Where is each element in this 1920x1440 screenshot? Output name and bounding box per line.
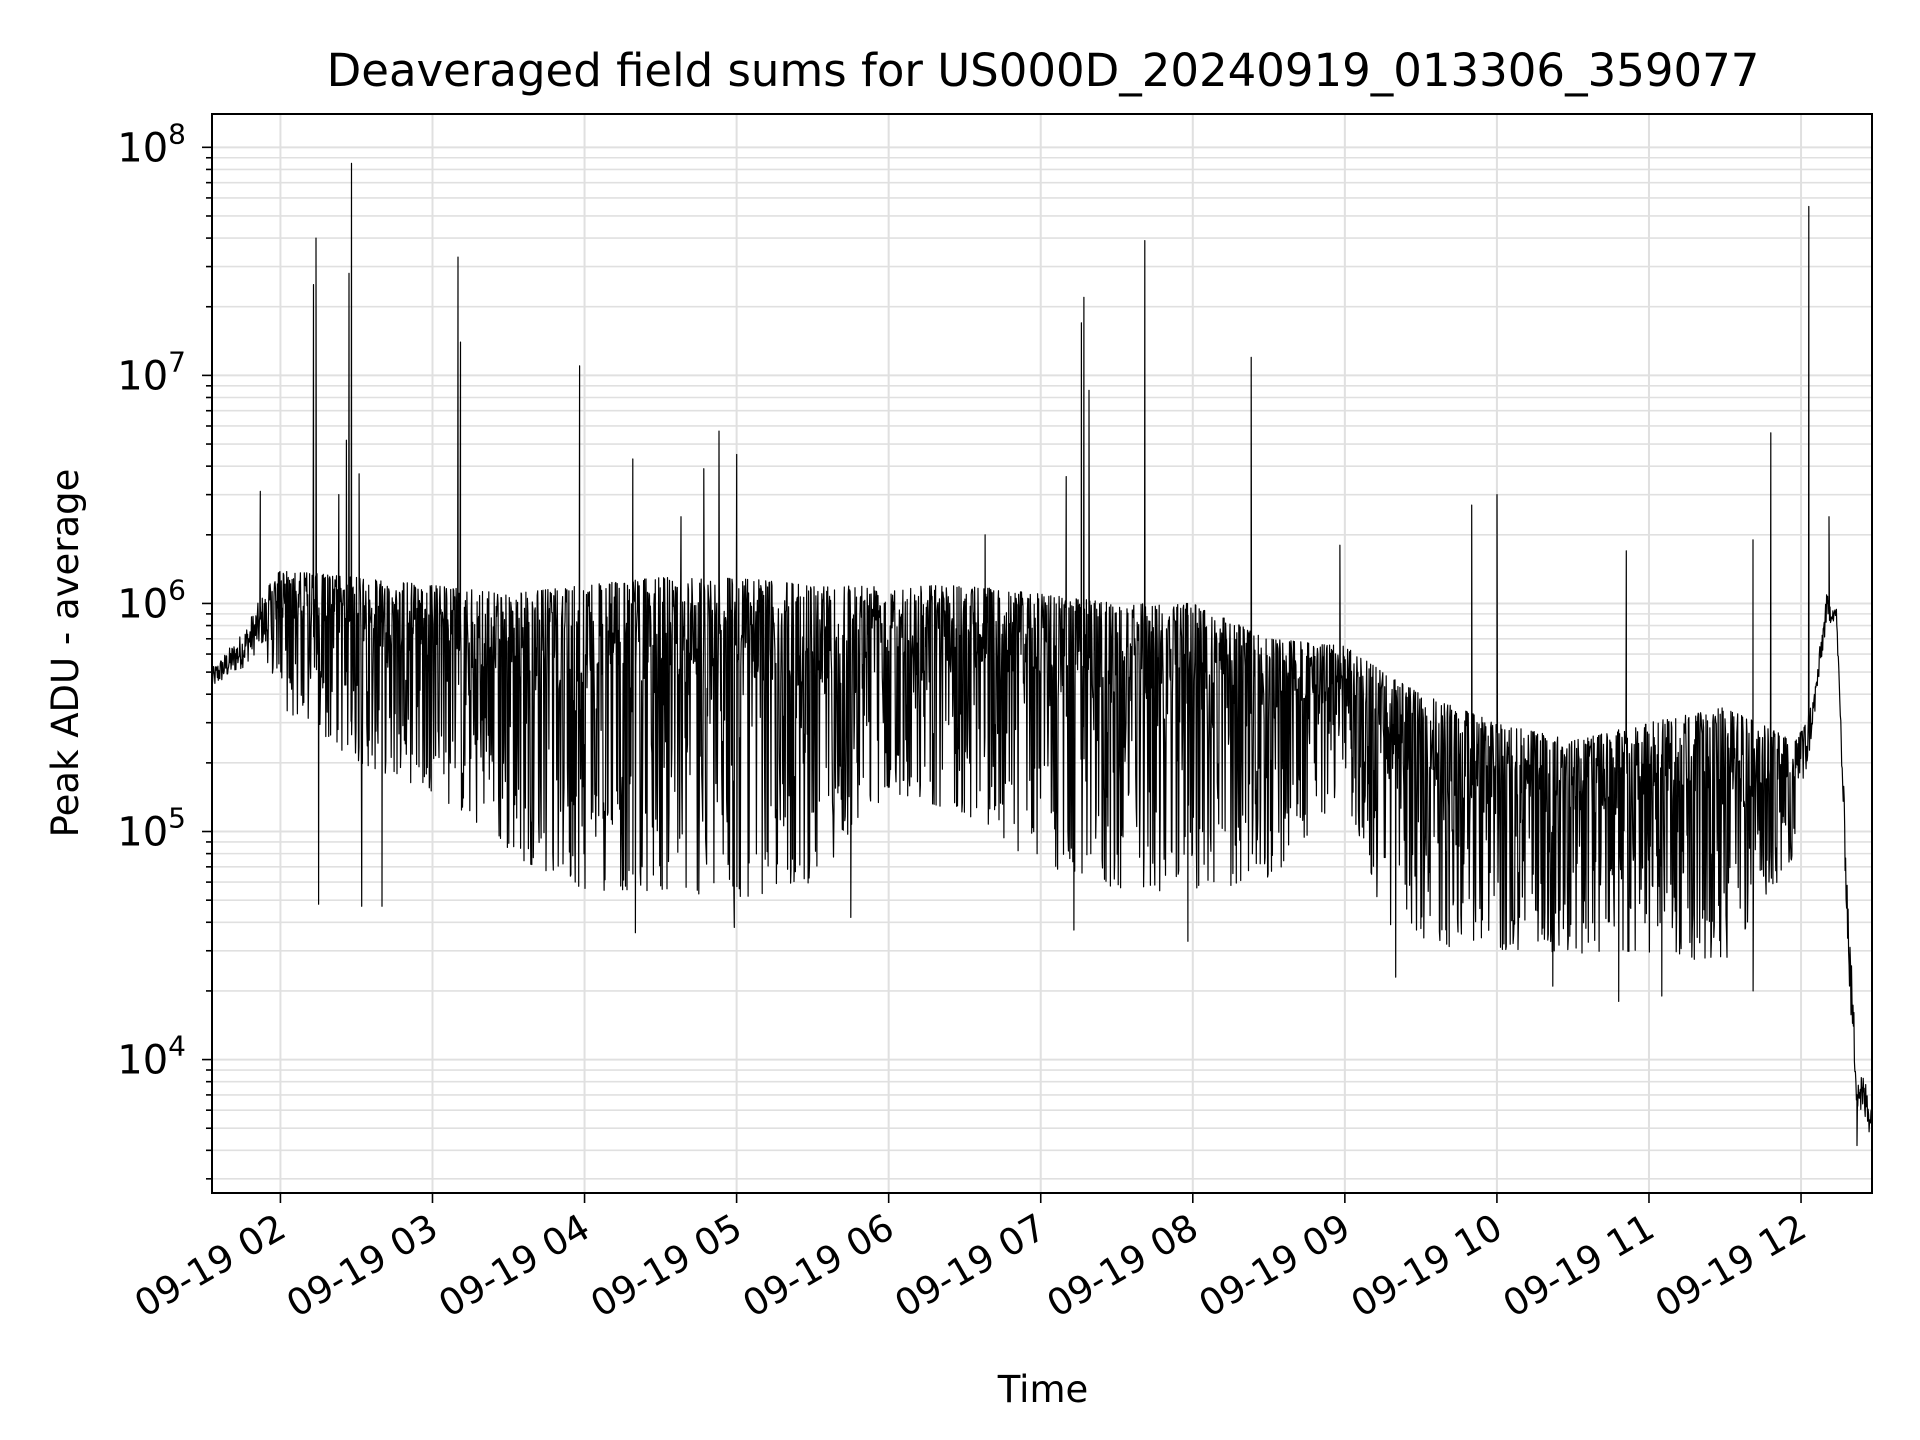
y-tick-exponent: 4 [168,1030,186,1063]
y-tick-base: 10 [117,810,168,856]
y-tick-exponent: 5 [168,802,186,835]
y-tick-label: 106 [117,573,186,627]
y-tick-label: 104 [117,1030,186,1084]
y-tick-base: 10 [117,353,168,399]
y-tick-label: 105 [117,802,186,856]
chart-title: Deaveraged field sums for US000D_2024091… [327,44,1760,97]
y-tick-label: 107 [117,345,186,399]
y-axis-label: Peak ADU - average [44,469,87,838]
series-peak-adu [211,162,1873,1147]
x-axis-label: Time [997,1368,1089,1411]
series-line [211,162,1873,1147]
y-tick-exponent: 6 [168,573,186,606]
y-tick-base: 10 [117,581,168,627]
y-tick-base: 10 [117,1038,168,1084]
y-tick-exponent: 8 [168,117,186,150]
y-tick-base: 10 [117,125,168,171]
y-tick-label: 108 [117,117,186,171]
y-tick-exponent: 7 [168,345,186,378]
